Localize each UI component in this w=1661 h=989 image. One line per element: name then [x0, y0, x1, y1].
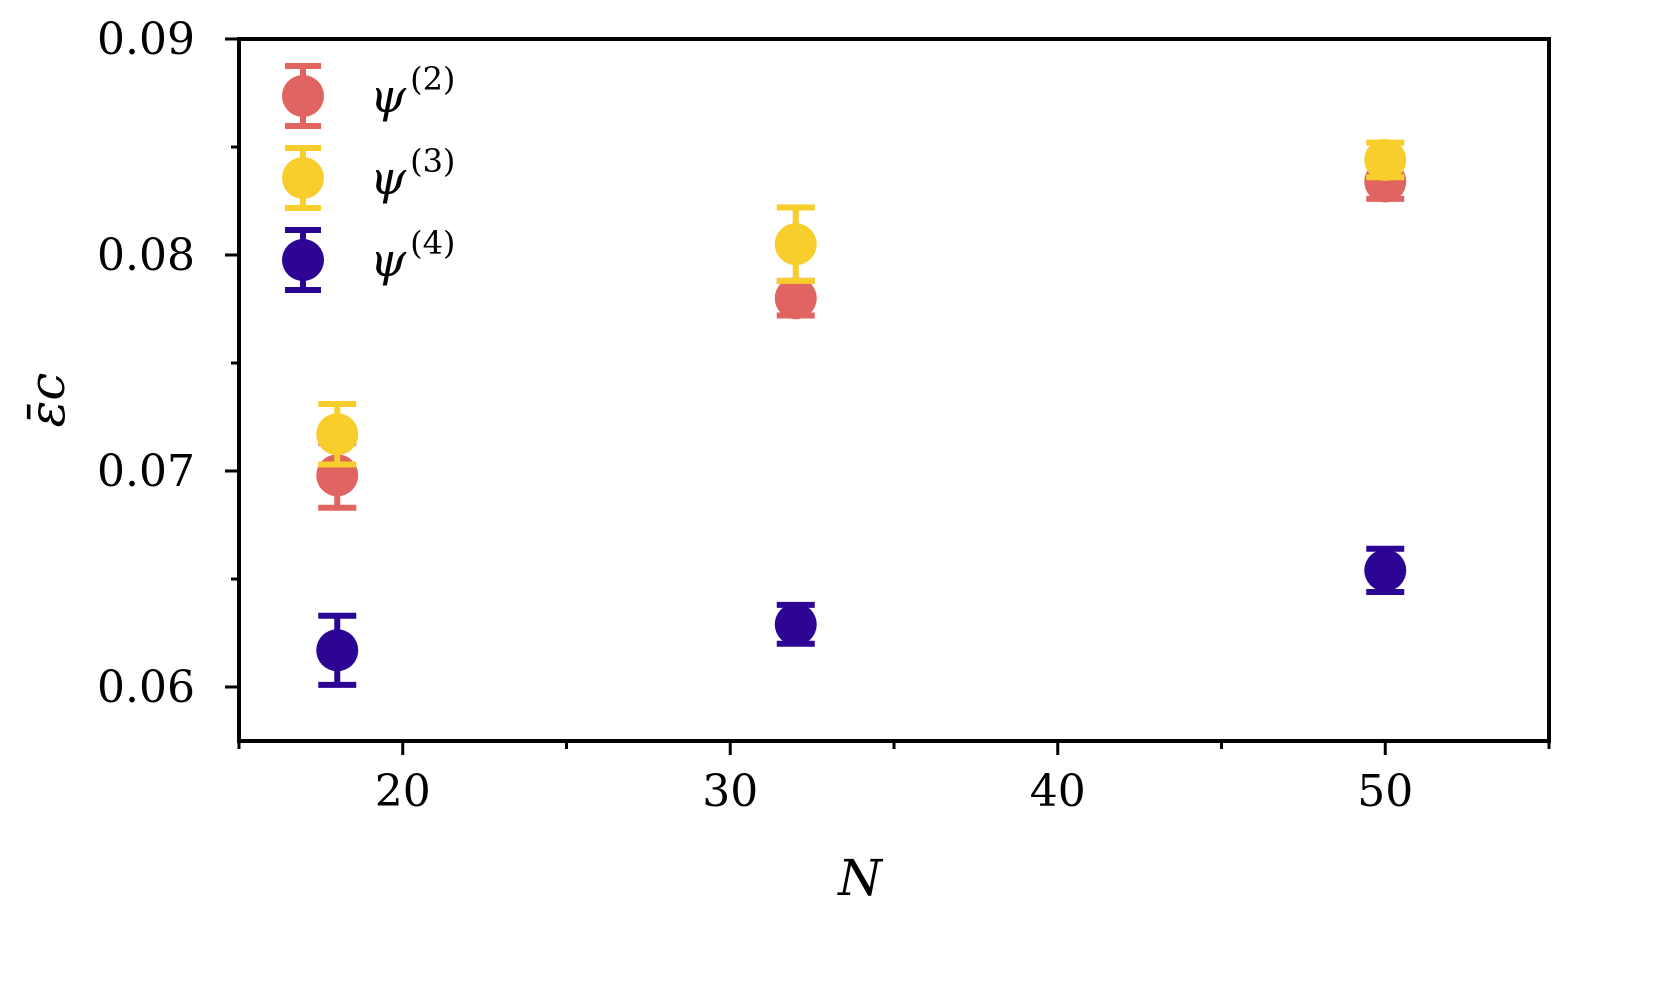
legend-label: ψ (4) — [370, 224, 455, 287]
legend-entry: ψ (3) — [282, 142, 455, 211]
y-tick-label: 0.08 — [97, 230, 195, 281]
data-point-group — [774, 601, 817, 647]
legend-entry: ψ (2) — [282, 60, 455, 129]
x-tick-label: 20 — [375, 766, 431, 817]
data-point-group — [1364, 545, 1407, 595]
y-tick-label: 0.07 — [97, 446, 195, 497]
data-point — [316, 413, 359, 456]
plot-layer — [316, 138, 1407, 688]
legend-label-superscript: (3) — [410, 142, 455, 180]
data-point — [774, 603, 817, 646]
legend-marker — [282, 75, 324, 117]
y-tick-label: 0.06 — [97, 662, 195, 713]
data-point — [774, 223, 817, 266]
data-point — [774, 277, 817, 320]
y-axis-label-text: ε̄c — [18, 373, 76, 428]
legend-label-base: ψ — [370, 69, 407, 123]
x-tick-label: 40 — [1030, 766, 1086, 817]
legend-label: ψ (2) — [370, 60, 455, 123]
data-point-group — [1364, 138, 1407, 181]
data-point — [316, 629, 359, 672]
legend-label-base: ψ — [370, 233, 407, 287]
data-point — [1364, 138, 1407, 181]
x-tick-label: 50 — [1357, 766, 1413, 817]
y-tick-label: 0.09 — [97, 14, 195, 65]
x-tick-label: 30 — [702, 766, 758, 817]
legend-label-superscript: (2) — [410, 60, 455, 98]
data-point — [1364, 549, 1407, 592]
legend-marker — [282, 157, 324, 199]
legend-label-superscript: (4) — [410, 224, 455, 262]
legend: ψ (2)ψ (3)ψ (4) — [282, 60, 455, 293]
y-axis-label: ε̄c — [18, 373, 76, 428]
legend-marker — [282, 239, 324, 281]
legend-label: ψ (3) — [370, 142, 455, 205]
data-point-group — [316, 401, 359, 468]
data-point-group — [316, 612, 359, 688]
legend-label-base: ψ — [370, 151, 407, 205]
data-point-group — [774, 204, 817, 284]
x-axis-label: N — [837, 849, 884, 907]
legend-entry: ψ (4) — [282, 224, 455, 293]
axes-layer: 20 30 40 50 0.06 0.07 0.08 0.09 Nε̄c — [18, 14, 1551, 907]
